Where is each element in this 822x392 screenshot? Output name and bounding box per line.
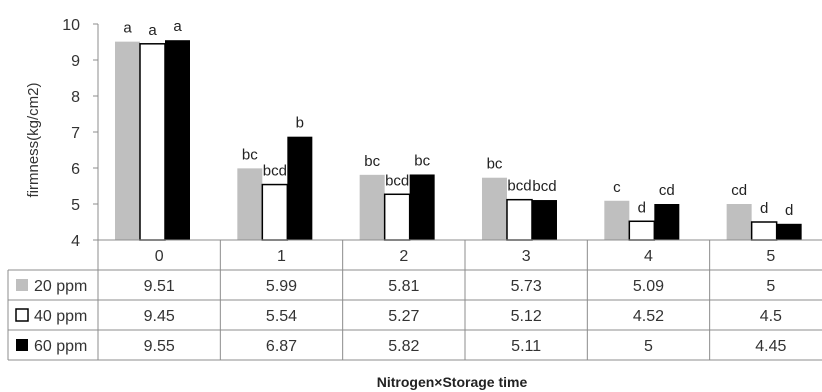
category-label: 3 (522, 248, 531, 265)
data-table: 0 1 2 3 4 5 20 ppm 9.51 5.99 5.81 5.73 5.09 5 40 ppm 9… (7, 239, 822, 361)
bar-20-ppm-4 (604, 200, 630, 240)
bar-letter-label: bcd (507, 178, 531, 195)
bar-20-ppm-0 (115, 41, 140, 240)
y-tick-label: 9 (71, 53, 80, 70)
bar-60-ppm-5 (776, 223, 802, 240)
bar-letter-label: c (613, 179, 621, 196)
bars (115, 40, 802, 241)
bar-letter-label: b (296, 115, 304, 132)
y-axis: 4 5 6 7 8 9 10 (62, 17, 99, 250)
x-axis-title: Nitrogen×Storage time (377, 374, 528, 390)
table-cell-value: 6.87 (266, 338, 297, 355)
bar-letter-label: d (785, 202, 793, 219)
bar-60-ppm-0 (165, 40, 190, 241)
bar-letter-label: bc (364, 153, 380, 170)
bar-40-ppm-5 (750, 221, 778, 241)
bar-letter-label: cd (659, 182, 675, 199)
table-cell-value: 5 (766, 278, 775, 295)
bar-letter-label: bcd (385, 172, 409, 189)
bar-40-ppm-1 (261, 183, 289, 241)
bar-60-ppm-4 (654, 204, 680, 240)
bar-letter-label: a (173, 18, 182, 35)
bar-40-ppm-0 (139, 43, 166, 241)
legend-swatch-20-ppm (16, 279, 28, 291)
legend-series-name: 20 ppm (34, 278, 87, 295)
bar-letter-label: bcd (532, 178, 556, 195)
bar-40-ppm-2 (383, 193, 411, 241)
table-cell-value: 9.51 (144, 278, 175, 295)
table-cell-value: 5.54 (266, 308, 297, 325)
bar-letter-label: bc (242, 146, 258, 163)
y-tick-label: 7 (71, 125, 80, 142)
legend-series-name: 60 ppm (34, 338, 87, 355)
bar-60-ppm-1 (287, 136, 313, 240)
y-tick-label: 4 (71, 233, 80, 250)
bar-letter-label: a (148, 22, 157, 39)
table-cell-value: 5.27 (388, 308, 419, 325)
bar-letter-label: cd (731, 182, 747, 199)
y-tick-label: 5 (71, 197, 80, 214)
category-label: 2 (399, 248, 408, 265)
bar-40-ppm-4 (628, 220, 656, 241)
bar-60-ppm-2 (409, 174, 435, 240)
legend-swatch-40-ppm (15, 308, 29, 322)
table-cell-value: 5.09 (633, 278, 664, 295)
legend-swatch-60-ppm (16, 339, 28, 351)
bar-20-ppm-5 (726, 204, 752, 240)
table-cell-value: 5.99 (266, 278, 297, 295)
table-cell-value: 5.81 (388, 278, 419, 295)
y-axis-title: firmness(kg/cm2) (25, 82, 42, 197)
category-label: 5 (766, 248, 775, 265)
table-cell-value: 4.5 (760, 308, 782, 325)
y-tick-label: 10 (62, 17, 80, 34)
bar-60-ppm-3 (531, 200, 557, 240)
bar-20-ppm-3 (481, 177, 507, 240)
bar-40-ppm-3 (506, 198, 533, 241)
y-tick-label: 8 (71, 89, 80, 106)
bar-letter-label: bc (414, 152, 430, 169)
table-cell-value: 4.52 (633, 308, 664, 325)
bar-letter-label: a (123, 20, 132, 37)
bar-letter-label: d (638, 199, 646, 216)
table-cell-value: 5.12 (511, 308, 542, 325)
table-cell-value: 5 (644, 338, 653, 355)
bar-20-ppm-2 (359, 174, 385, 240)
bar-letter-label: bc (487, 156, 503, 173)
legend-series-name: 40 ppm (34, 308, 87, 325)
table-cell-value: 5.11 (511, 338, 541, 355)
category-label: 0 (155, 248, 164, 265)
table-cell-value: 5.73 (511, 278, 542, 295)
bar-letter-label: d (760, 200, 768, 217)
category-label: 4 (644, 248, 653, 265)
table-cell-value: 5.82 (388, 338, 419, 355)
bar-letter-label: bcd (263, 163, 287, 180)
category-label: 1 (277, 248, 286, 265)
y-tick-label: 6 (71, 161, 80, 178)
table-cell-value: 9.55 (144, 338, 175, 355)
table-cell-value: 4.45 (755, 338, 786, 355)
table-cell-value: 9.45 (144, 308, 175, 325)
bar-20-ppm-1 (237, 168, 263, 240)
